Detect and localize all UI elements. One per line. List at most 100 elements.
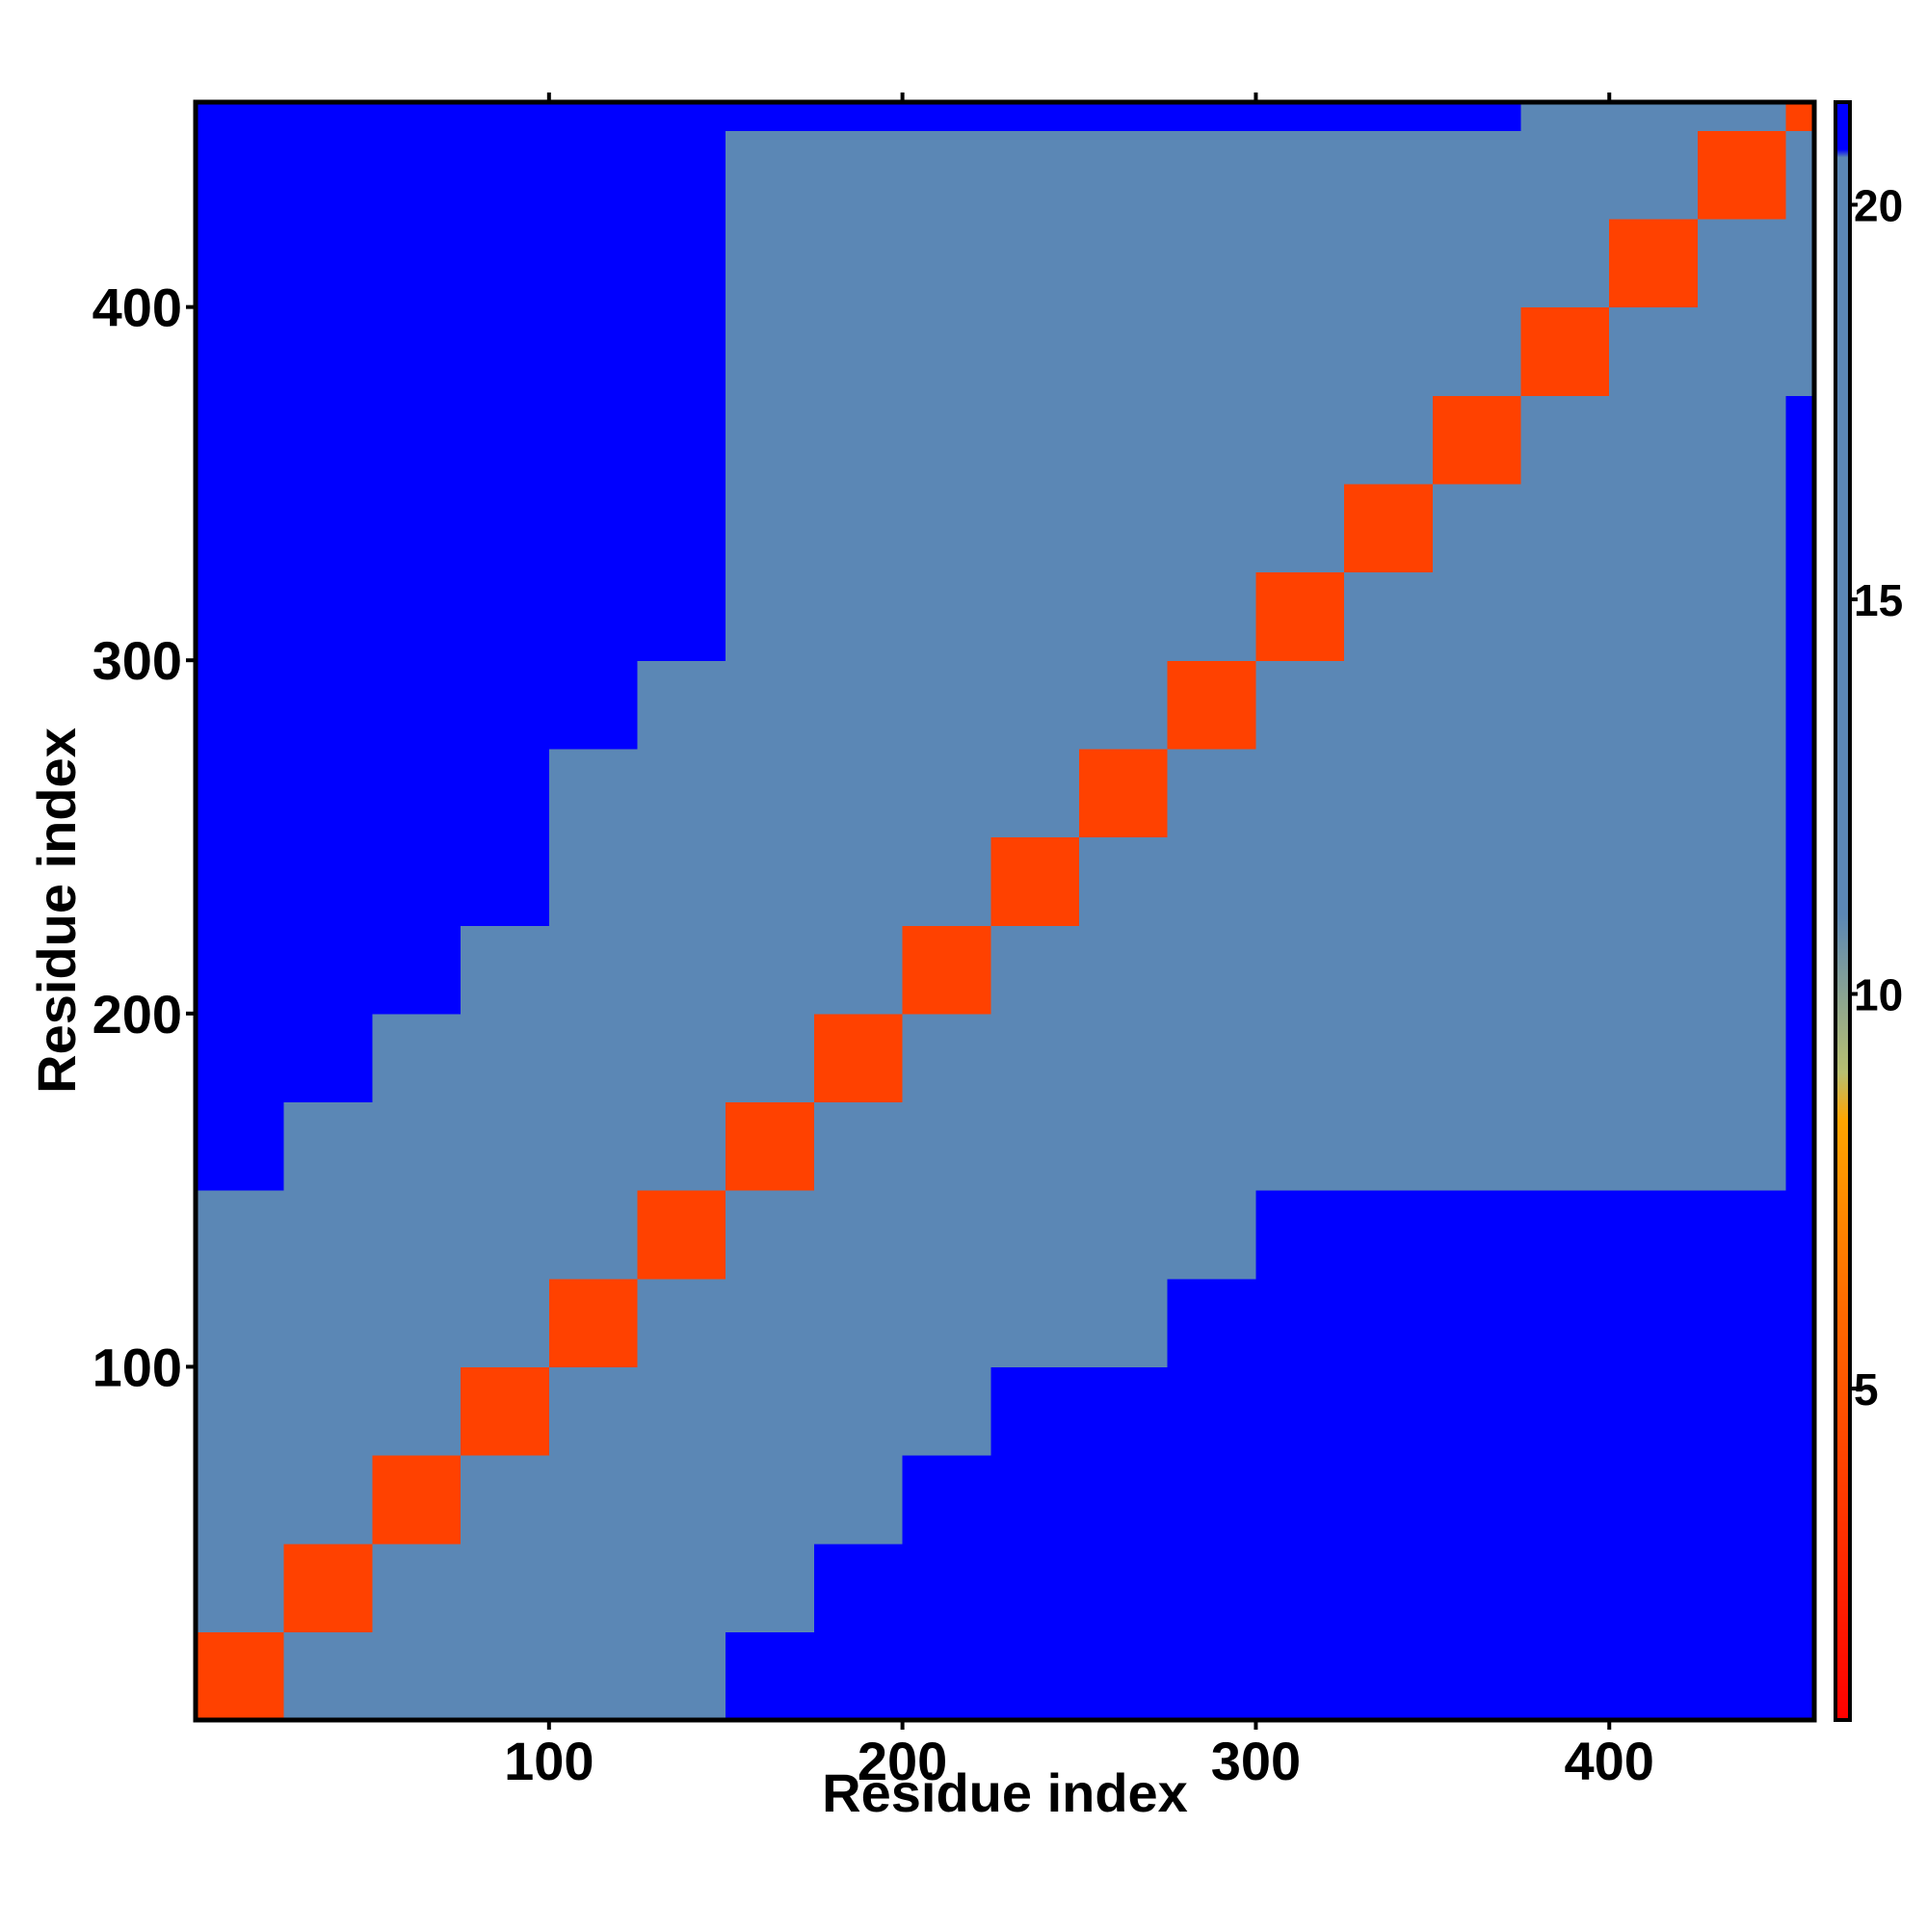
heatmap-cell xyxy=(196,102,285,131)
heatmap-cell xyxy=(726,660,815,750)
heatmap-cell xyxy=(1785,748,1815,838)
heatmap-cell xyxy=(726,925,815,1015)
heatmap-cell xyxy=(637,836,726,926)
heatmap-cell xyxy=(1344,1366,1434,1456)
heatmap-cell xyxy=(1697,1366,1787,1456)
heatmap-cell xyxy=(637,925,726,1015)
heatmap-cell xyxy=(461,836,550,926)
heatmap-cell xyxy=(1697,1455,1787,1545)
heatmap-cell xyxy=(1520,748,1610,838)
y-tick-label: 200 xyxy=(92,984,182,1045)
heatmap-cell xyxy=(1344,1013,1434,1103)
heatmap-cell xyxy=(726,1543,815,1632)
heatmap-cell xyxy=(990,130,1080,220)
heatmap-cell xyxy=(1785,395,1815,485)
heatmap-cell xyxy=(372,571,462,661)
heatmap-cell xyxy=(461,1190,550,1280)
heatmap-cell xyxy=(283,571,374,661)
heatmap-cell xyxy=(813,306,904,396)
heatmap-cell xyxy=(1167,483,1257,573)
heatmap-cell xyxy=(1255,1013,1345,1103)
heatmap-cell xyxy=(548,571,639,661)
heatmap-cell xyxy=(372,925,462,1015)
heatmap-cell xyxy=(990,483,1080,573)
heatmap-cell xyxy=(1520,218,1610,308)
heatmap-cell xyxy=(637,130,726,220)
heatmap-cell xyxy=(1255,130,1345,220)
heatmap-cell xyxy=(1167,1101,1257,1191)
heatmap-cell xyxy=(461,102,550,131)
plot-frame xyxy=(193,99,1817,1723)
heatmap-cell xyxy=(372,1013,462,1103)
heatmap-cell xyxy=(548,1543,639,1632)
heatmap-cell xyxy=(1520,660,1610,750)
heatmap-cell xyxy=(372,1455,462,1545)
heatmap-cell xyxy=(902,1278,991,1368)
heatmap-cell xyxy=(283,925,374,1015)
heatmap-cell xyxy=(1609,1013,1699,1103)
heatmap-cell xyxy=(1785,1631,1815,1721)
heatmap-cell xyxy=(1432,925,1522,1015)
heatmap-cell xyxy=(637,1455,726,1545)
heatmap-cell xyxy=(726,218,815,308)
heatmap-cell xyxy=(990,571,1080,661)
heatmap-cell xyxy=(1432,1631,1522,1721)
heatmap-cell xyxy=(1167,1190,1257,1280)
colorbar-tick-label: 5 xyxy=(1854,1364,1879,1415)
heatmap-cell xyxy=(196,1101,285,1191)
heatmap-cell xyxy=(196,130,285,220)
heatmap-cell xyxy=(1432,130,1522,220)
heatmap-cell xyxy=(1520,1366,1610,1456)
heatmap-cell xyxy=(1609,748,1699,838)
heatmap-cell xyxy=(637,660,726,750)
heatmap-cell xyxy=(813,748,904,838)
heatmap-cell xyxy=(813,130,904,220)
heatmap-cell xyxy=(1255,395,1345,485)
heatmap-cell xyxy=(726,571,815,661)
heatmap-cell xyxy=(1344,925,1434,1015)
heatmap-cell xyxy=(902,1366,991,1456)
heatmap-cell xyxy=(813,1190,904,1280)
heatmap-cell xyxy=(1609,571,1699,661)
heatmap-cell xyxy=(548,395,639,485)
heatmap-cell xyxy=(902,1013,991,1103)
heatmap-cell xyxy=(1697,925,1787,1015)
heatmap-cell xyxy=(1697,1543,1787,1632)
heatmap-cell xyxy=(726,1366,815,1456)
heatmap-cell xyxy=(637,1631,726,1721)
heatmap-cell xyxy=(372,130,462,220)
heatmap-cell xyxy=(283,130,374,220)
colorbar-tick-label: 20 xyxy=(1854,180,1903,230)
heatmap-cell xyxy=(283,1455,374,1545)
heatmap-cell xyxy=(196,306,285,396)
heatmap-cell xyxy=(1432,836,1522,926)
heatmap-cell xyxy=(1785,218,1815,308)
heatmap-cell xyxy=(726,748,815,838)
heatmap-cell xyxy=(461,483,550,573)
heatmap-cell xyxy=(1785,571,1815,661)
heatmap-cell xyxy=(902,1455,991,1545)
heatmap-cell xyxy=(461,571,550,661)
heatmap-cell xyxy=(1167,748,1257,838)
heatmap-cell xyxy=(1785,306,1815,396)
heatmap-cell xyxy=(1520,1013,1610,1103)
heatmap-cell xyxy=(990,306,1080,396)
heatmap-cell xyxy=(902,925,991,1015)
heatmap-cell xyxy=(196,483,285,573)
heatmap-cell xyxy=(461,1101,550,1191)
x-tick-label: 400 xyxy=(1565,1731,1654,1791)
heatmap-cell xyxy=(902,748,991,838)
heatmap-cell xyxy=(1167,836,1257,926)
heatmap-cell xyxy=(548,1101,639,1191)
heatmap-cell xyxy=(813,483,904,573)
heatmap-cell xyxy=(1255,1455,1345,1545)
heatmap-cell xyxy=(1785,1013,1815,1103)
heatmap-cell xyxy=(1697,571,1787,661)
heatmap-cell xyxy=(372,748,462,838)
heatmap-cell xyxy=(372,218,462,308)
heatmap-cell xyxy=(1167,218,1257,308)
heatmap-cell xyxy=(372,102,462,131)
heatmap-cell xyxy=(372,1543,462,1632)
heatmap-cell xyxy=(1344,1631,1434,1721)
